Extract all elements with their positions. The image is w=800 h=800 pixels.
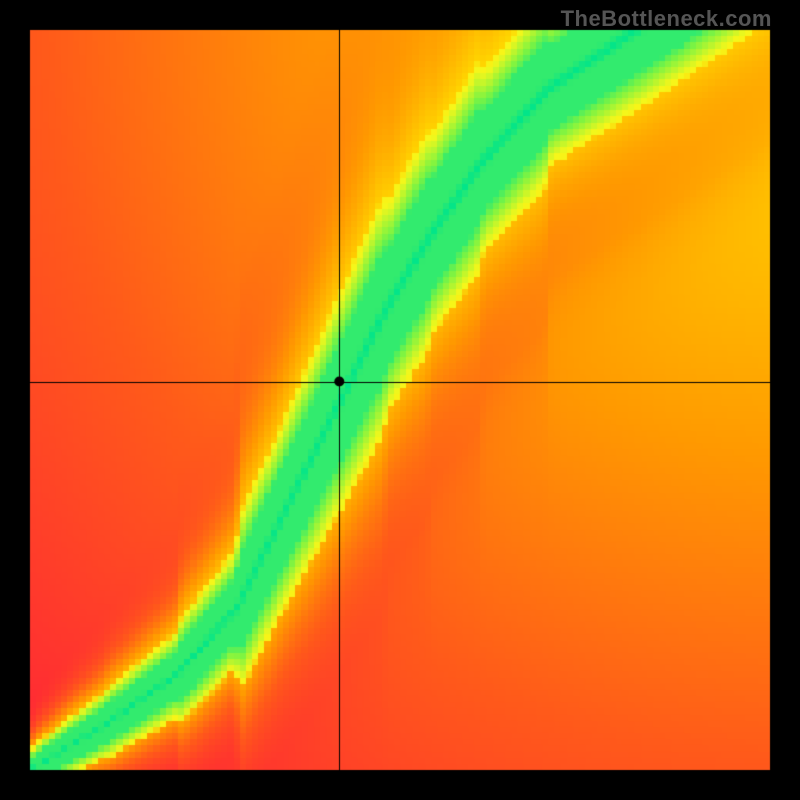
watermark-text: TheBottleneck.com xyxy=(561,6,772,32)
chart-container: TheBottleneck.com xyxy=(0,0,800,800)
bottleneck-heatmap xyxy=(0,0,800,800)
